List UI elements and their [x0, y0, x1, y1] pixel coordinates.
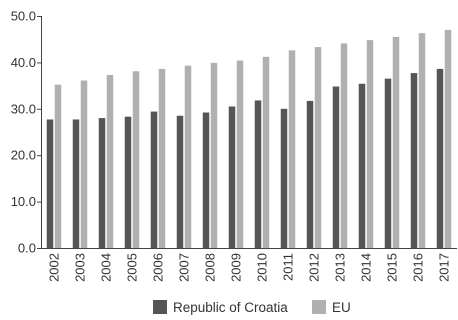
- bar-eu: [184, 65, 192, 248]
- legend-swatch: [312, 300, 326, 314]
- bar-croatia: [436, 68, 444, 248]
- legend-label: Republic of Croatia: [173, 300, 288, 315]
- x-tick-label: 2012: [307, 253, 322, 282]
- bar-croatia: [358, 83, 366, 248]
- bar-eu: [444, 29, 452, 249]
- y-tick-label: 40.0: [11, 55, 36, 70]
- legend-label: EU: [332, 300, 351, 315]
- bar-eu: [236, 60, 244, 248]
- bar-eu: [106, 74, 114, 248]
- y-tick-label: 10.0: [11, 194, 36, 209]
- x-tick-label: 2006: [151, 253, 166, 282]
- bar-eu: [80, 80, 88, 248]
- x-tick-label: 2004: [99, 253, 114, 282]
- x-axis-labels: 2002 2003 2004 2005 2006 2007 2008 2009 2010 2011…: [47, 253, 452, 282]
- bar-eu: [314, 47, 322, 249]
- legend-swatch: [153, 300, 167, 314]
- x-tick-label: 2008: [203, 253, 218, 282]
- x-tick-label: 2007: [177, 253, 192, 282]
- x-tick-label: 2017: [437, 253, 452, 282]
- bar-croatia: [254, 100, 262, 248]
- bar-eu: [262, 56, 270, 248]
- x-tick-label: 2005: [125, 253, 140, 282]
- bar-croatia: [46, 119, 54, 248]
- bar-croatia: [202, 112, 210, 249]
- x-tick-label: 2003: [73, 253, 88, 282]
- x-tick-label: 2013: [333, 253, 348, 282]
- bar-croatia: [176, 115, 184, 248]
- x-tick-label: 2015: [385, 253, 400, 282]
- bar-croatia: [410, 73, 418, 249]
- bar-eu: [210, 62, 218, 248]
- bar-croatia: [280, 108, 288, 248]
- bar-eu: [418, 33, 426, 248]
- bar-eu: [340, 43, 348, 248]
- y-tick-label: 30.0: [11, 101, 36, 116]
- bar-croatia: [306, 100, 314, 248]
- y-tick-label: 20.0: [11, 148, 36, 163]
- bars: [46, 29, 452, 249]
- bar-croatia: [332, 86, 340, 248]
- x-tick-label: 2010: [255, 253, 270, 282]
- bar-croatia: [228, 106, 236, 248]
- bar-eu: [158, 68, 166, 248]
- bar-eu: [132, 71, 140, 248]
- bar-eu: [54, 84, 62, 248]
- bar-croatia: [72, 119, 80, 248]
- x-tick-label: 2014: [359, 253, 374, 282]
- legend: Republic of Croatia EU: [153, 300, 351, 315]
- bar-eu: [392, 36, 400, 248]
- bar-croatia: [384, 78, 392, 248]
- bar-croatia: [124, 116, 132, 248]
- y-tick-label: 0.0: [18, 241, 36, 256]
- y-axis: 0.0 10.0 20.0 30.0 40.0 50.0: [11, 9, 41, 256]
- bar-eu: [288, 50, 296, 248]
- x-tick-label: 2002: [47, 253, 62, 282]
- bar-croatia: [150, 111, 158, 248]
- x-tick-label: 2011: [281, 253, 296, 281]
- bar-croatia: [98, 118, 106, 248]
- bar-eu: [366, 40, 374, 249]
- y-tick-label: 50.0: [11, 9, 36, 24]
- x-tick-label: 2016: [411, 253, 426, 282]
- x-tick-label: 2009: [229, 253, 244, 282]
